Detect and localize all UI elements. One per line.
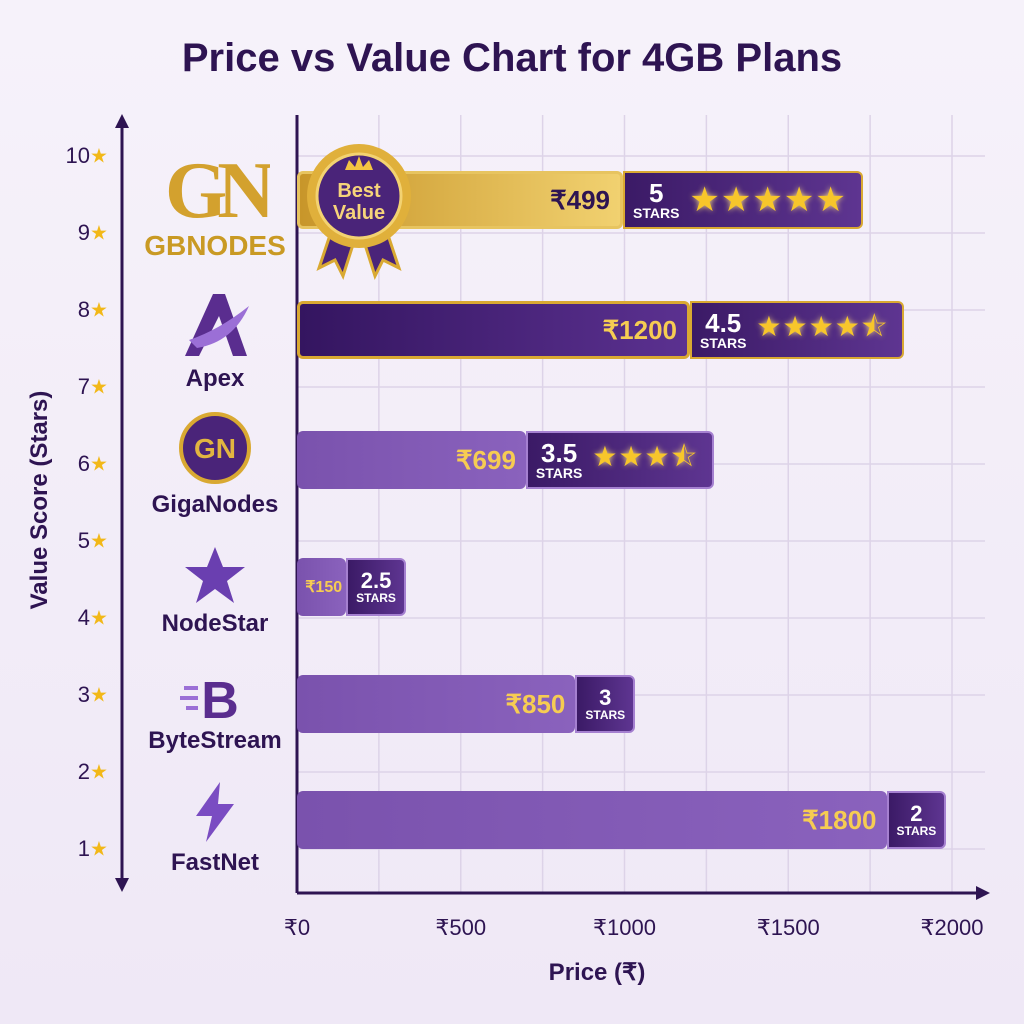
price-segment: ₹1800 <box>297 791 887 849</box>
y-tick-label: 5 <box>77 528 90 553</box>
brand-logo: FastNet <box>140 780 290 877</box>
price-segment: ₹699 <box>297 431 526 489</box>
stars-unit: STARS <box>896 824 937 838</box>
fastnet-logo-icon <box>140 780 290 849</box>
brand-name: ByteStream <box>148 727 282 754</box>
price-segment: ₹850 <box>297 675 576 733</box>
bytestream-logo-icon: B <box>140 672 290 730</box>
brand-logo: NodeStar <box>140 545 290 638</box>
star-icon: ★ <box>90 376 108 399</box>
y-tick-label: 2 <box>77 759 90 784</box>
y-tick-label: 1 <box>77 836 90 861</box>
price-segment: ₹1200 <box>297 301 690 359</box>
brand-name: FastNet <box>170 849 260 876</box>
star-rating-icons: ★★★⯪ <box>592 441 699 472</box>
stars-unit: STARS <box>633 205 680 221</box>
x-tick-label: ₹0 <box>283 915 311 940</box>
star-icon: ★ <box>90 761 108 784</box>
stars-unit: STARS <box>700 335 747 351</box>
stars-unit: STARS <box>356 591 396 605</box>
star-rating-icons: ★★★★⯪ <box>756 311 889 342</box>
star-icon: ★ <box>90 607 108 630</box>
bar-apex: ₹1200 4.5 STARS ★★★★⯪ <box>297 301 905 359</box>
star-icon: ★ <box>90 222 108 245</box>
stars-value: 3 STARS <box>585 685 626 722</box>
y-tick-label: 8 <box>77 297 90 322</box>
best-value-medal: Best Value <box>307 144 411 280</box>
x-tick-label: ₹2000 <box>920 915 984 940</box>
y-tick-label: 3 <box>77 682 90 707</box>
bar-bytestream: ₹850 3 STARS <box>297 675 636 733</box>
price-label: ₹1200 <box>602 314 677 345</box>
stars-unit: STARS <box>585 708 626 722</box>
y-tick-label: 4 <box>77 605 90 630</box>
y-axis-label: Value Score (Stars) <box>26 390 53 610</box>
brand-logo: GN GBNODES <box>140 145 290 262</box>
apex-logo-icon <box>140 290 290 365</box>
y-tick-label: 7 <box>77 374 90 399</box>
bar-fastnet: ₹1800 2 STARS <box>297 791 947 849</box>
gbnodes-logo-icon: GN <box>140 145 290 235</box>
stars-value: 3.5 STARS <box>536 440 582 480</box>
bar-nodestar: ₹150 2.5 STARS <box>297 558 406 616</box>
star-icon: ★ <box>90 453 108 476</box>
brand-logo: B ByteStream <box>140 672 290 755</box>
crown-icon <box>345 156 373 170</box>
stars-value: 2.5 STARS <box>356 568 396 605</box>
stars-unit: STARS <box>535 465 583 481</box>
price-label: ₹850 <box>505 688 566 719</box>
price-label: ₹699 <box>456 444 516 475</box>
stars-value: 2 STARS <box>896 801 937 838</box>
chart-title: Price vs Value Chart for 4GB Plans <box>181 36 843 80</box>
brand-name: Apex <box>185 365 245 392</box>
stars-number: 5 <box>648 178 664 208</box>
brand-logo: Apex <box>140 290 290 393</box>
stars-value: 4.5 STARS <box>700 310 746 350</box>
star-icon: ★ <box>90 530 108 553</box>
svg-text:B: B <box>201 672 239 722</box>
price-segment: ₹150 <box>297 558 347 616</box>
star-icon: ★ <box>90 838 108 861</box>
brand-name: NodeStar <box>161 610 269 637</box>
star-rating-icons: ★★★★★ <box>689 181 847 219</box>
stars-number: 2 <box>910 801 923 826</box>
star-icon: ★ <box>90 145 108 168</box>
stars-value: 5 STARS <box>633 180 679 220</box>
y-tick-label: 6 <box>77 451 90 476</box>
stars-segment: 2.5 STARS <box>346 558 406 616</box>
svg-text:GN: GN <box>165 147 270 225</box>
brand-logo: GN GigaNodes <box>140 410 290 519</box>
giganodes-logo-icon: GN <box>140 410 290 491</box>
svg-text:GN: GN <box>194 433 236 464</box>
star-icon: ★ <box>90 299 108 322</box>
medal-line1: Best <box>337 180 381 202</box>
stars-segment: 3 STARS <box>575 675 636 733</box>
brand-name: GBNODES <box>144 230 286 261</box>
stars-number: 2.5 <box>360 568 392 593</box>
star-icon: ★ <box>90 684 108 707</box>
stars-segment: 5 STARS ★★★★★ <box>623 171 863 229</box>
price-label: ₹499 <box>550 184 610 215</box>
x-tick-label: ₹1000 <box>593 915 656 940</box>
x-tick-label: ₹500 <box>435 915 487 940</box>
price-label: ₹1800 <box>802 804 877 835</box>
stars-segment: 2 STARS <box>886 791 947 849</box>
x-axis-label: Price (₹) <box>548 959 646 986</box>
x-tick-label: ₹1500 <box>756 915 820 940</box>
stars-segment: 3.5 STARS ★★★⯪ <box>525 431 715 489</box>
brand-name: GigaNodes <box>151 491 279 518</box>
stars-segment: 4.5 STARS ★★★★⯪ <box>690 301 905 359</box>
stars-number: 3.5 <box>541 438 578 468</box>
medal-line2: Value <box>333 202 385 224</box>
y-tick-label: 10 <box>65 143 90 168</box>
bar-giganodes: ₹699 3.5 STARS ★★★⯪ <box>297 431 715 489</box>
stars-number: 3 <box>599 685 612 710</box>
price-label: ₹150 <box>305 579 343 596</box>
stars-number: 4.5 <box>705 308 742 338</box>
y-tick-label: 9 <box>77 220 90 245</box>
nodestar-logo-icon <box>140 545 290 610</box>
